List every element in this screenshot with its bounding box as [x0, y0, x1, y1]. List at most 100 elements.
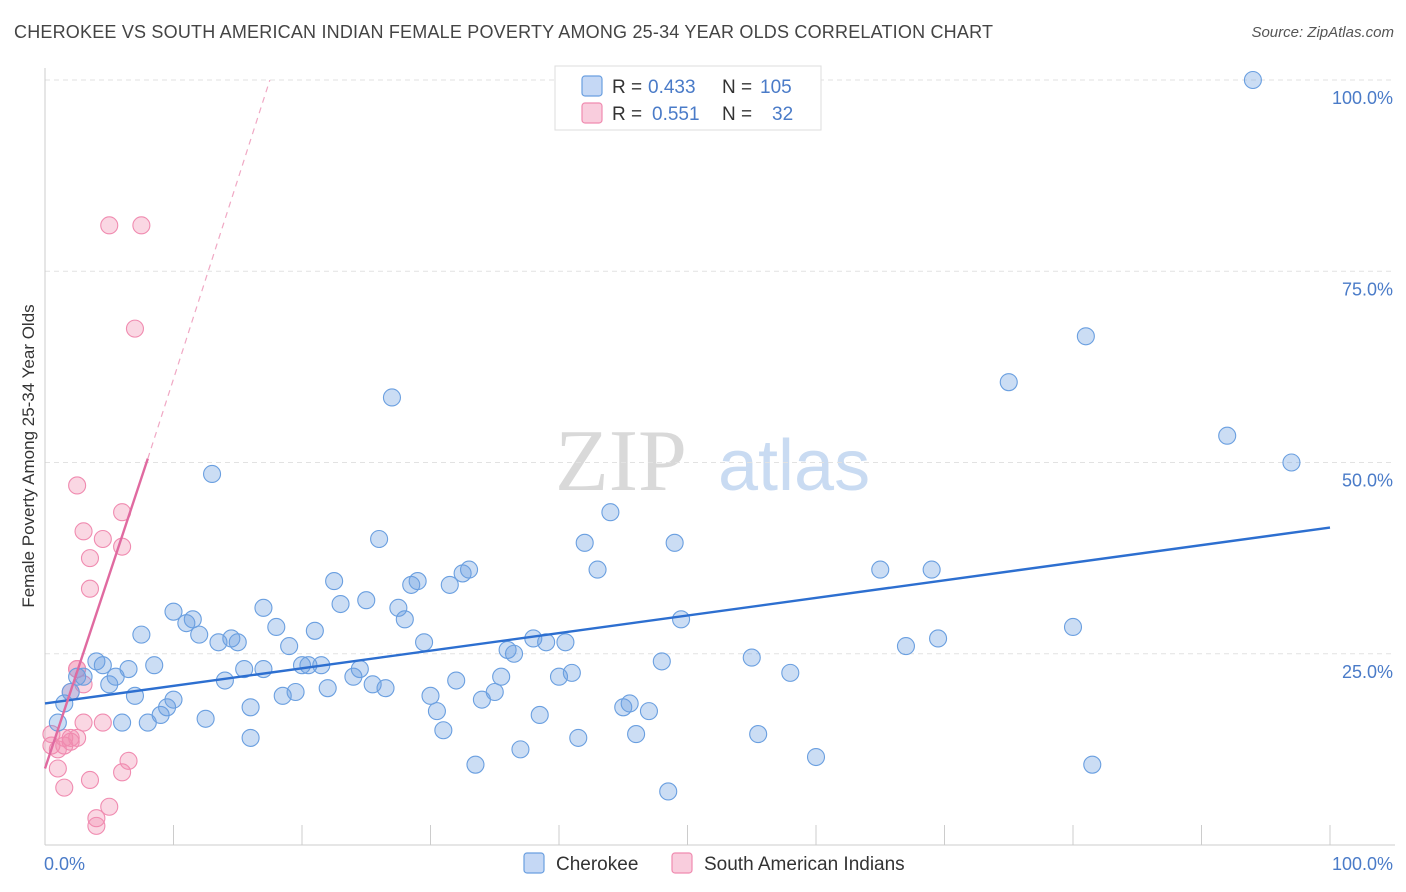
cherokee-point-88 [742, 648, 761, 667]
cherokee-point-41 [318, 679, 337, 698]
cherokee-point-21 [190, 625, 209, 644]
cherokee-point-14 [145, 656, 164, 675]
cherokee-point-66 [492, 667, 511, 686]
x-tick-labels: 0.0% 100.0% [44, 854, 1393, 874]
cherokee-point-22 [196, 709, 215, 728]
chart-title: CHEROKEE VS SOUTH AMERICAN INDIAN FEMALE… [14, 22, 994, 42]
cherokee-point-56 [421, 686, 440, 705]
stats-r-value-sa: 0.551 [652, 104, 700, 125]
sa-point-31 [132, 216, 151, 235]
sa-point-20 [87, 809, 106, 828]
legend-label-sa: South American Indians [704, 854, 905, 875]
series-legend: Cherokee South American Indians [523, 852, 905, 875]
cherokee-point-71 [530, 705, 549, 725]
y-tick-label-1: 50.0% [1342, 471, 1393, 491]
axes [44, 68, 1395, 846]
cherokee-point-60 [447, 671, 466, 690]
cherokee-point-36 [286, 682, 305, 702]
cherokee-point-99 [1083, 755, 1102, 774]
cherokee-point-101 [1243, 70, 1262, 90]
sa-point-8 [61, 728, 80, 747]
cherokee-point-35 [280, 637, 299, 656]
cherokee-point-7 [100, 675, 119, 694]
sa-point-17 [80, 579, 100, 598]
stats-legend: R = 0.433 N = 105 R = 0.551 N = 32 [554, 65, 822, 131]
grid-lines [45, 79, 1395, 655]
legend-label-cherokee: Cherokee [556, 854, 638, 875]
cherokee-point-33 [267, 617, 286, 637]
cherokee-point-90 [781, 663, 800, 682]
y-tick-label-2: 75.0% [1342, 279, 1393, 299]
cherokee-point-16 [158, 698, 177, 717]
cherokee-point-54 [408, 572, 427, 591]
x-tick-label-1: 100.0% [1332, 854, 1393, 874]
cherokee-point-52 [395, 610, 414, 629]
cherokee-point-9 [113, 713, 132, 732]
cherokee-point-58 [434, 721, 453, 740]
cherokee-point-85 [659, 782, 678, 801]
cherokee-point-98 [1076, 327, 1095, 346]
cherokee-point-48 [370, 529, 389, 549]
cherokee-point-51 [389, 598, 408, 617]
cherokee-point-92 [871, 560, 890, 579]
cherokee-points [48, 70, 1301, 801]
cherokee-point-83 [639, 702, 659, 721]
sa-point-21 [87, 816, 106, 835]
cherokee-point-12 [132, 625, 151, 644]
cherokee-point-6 [93, 656, 112, 675]
cherokee-point-89 [749, 725, 768, 744]
cherokee-point-20 [183, 610, 202, 629]
legend-swatch-sa [671, 852, 693, 874]
sa-point-18 [80, 549, 100, 568]
stats-r-value-cherokee: 0.433 [648, 77, 696, 98]
sa-point-22 [93, 713, 112, 732]
sa-point-24 [100, 797, 119, 816]
cherokee-point-86 [665, 533, 684, 552]
stats-swatch-sa [581, 102, 603, 124]
sa-point-14 [74, 713, 93, 732]
sa-point-23 [93, 529, 112, 549]
sa-point-29 [119, 751, 138, 770]
cherokee-point-91 [806, 747, 826, 767]
watermark-zip: ZIP [555, 413, 687, 510]
sa-point-30 [125, 319, 144, 338]
source-label: Source: ZipAtlas.com [1251, 24, 1394, 41]
cherokee-point-17 [164, 690, 183, 709]
cherokee-trend-line [44, 526, 1331, 705]
sa-point-25 [100, 216, 119, 235]
cherokee-point-27 [228, 633, 247, 652]
cherokee-point-23 [203, 464, 222, 484]
sa-trend-extension [147, 79, 271, 459]
cherokee-point-10 [119, 659, 138, 679]
cherokee-point-55 [415, 633, 434, 652]
stats-n-label-sa: N = [722, 104, 752, 125]
cherokee-point-87 [672, 610, 691, 629]
cherokee-point-65 [485, 682, 504, 702]
cherokee-point-18 [164, 602, 183, 621]
cherokee-point-84 [652, 652, 671, 671]
cherokee-point-77 [575, 533, 594, 552]
cherokee-point-102 [1282, 453, 1301, 472]
y-tick-labels: 25.0% 50.0% 75.0% 100.0% [1332, 88, 1393, 682]
cherokee-point-30 [241, 728, 260, 747]
cherokee-point-50 [382, 388, 402, 407]
sa-points [42, 216, 151, 835]
cherokee-point-49 [376, 679, 395, 698]
cherokee-point-95 [929, 629, 948, 648]
sa-point-3 [48, 759, 67, 778]
cherokee-point-29 [241, 698, 260, 717]
stats-n-value-cherokee: 105 [760, 77, 792, 98]
stats-r-label-cherokee: R = [612, 77, 642, 98]
sa-point-11 [68, 728, 87, 747]
cherokee-point-59 [440, 575, 459, 594]
cherokee-point-44 [344, 667, 363, 686]
cherokee-point-93 [896, 637, 916, 656]
watermark-atlas: atlas [718, 426, 870, 506]
trend-lines [43, 79, 1331, 769]
cherokee-point-46 [357, 591, 376, 610]
cherokee-point-96 [999, 373, 1018, 392]
cherokee-point-45 [350, 659, 369, 679]
y-axis-title: Female Poverty Among 25-34 Year Olds [19, 304, 38, 607]
cherokee-point-76 [569, 728, 588, 747]
stats-r-label-sa: R = [612, 104, 642, 125]
